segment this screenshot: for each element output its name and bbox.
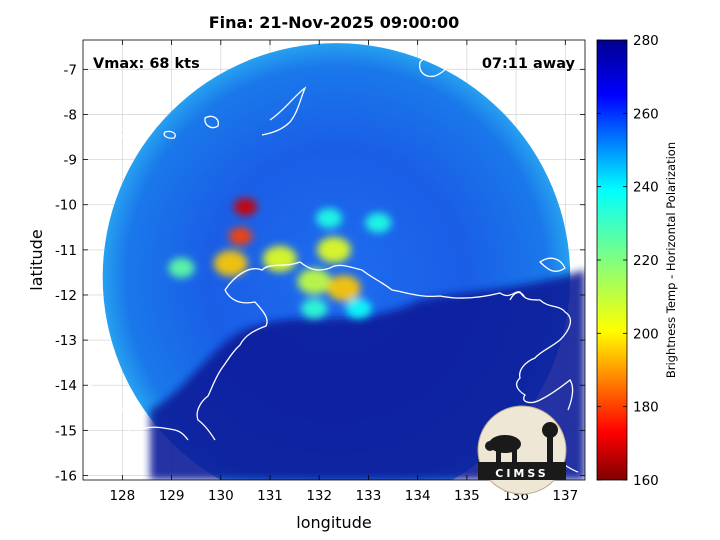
x-tick-label: 133 <box>356 488 382 504</box>
y-tick-label: -15 <box>55 423 77 439</box>
feature-point <box>365 212 392 233</box>
y-tick-label: -8 <box>64 107 77 123</box>
x-tick-label: 130 <box>208 488 234 504</box>
y-tick-label: -12 <box>55 288 77 304</box>
y-tick-label: -11 <box>55 243 77 259</box>
feature-point <box>213 250 248 277</box>
colorbar-label: Brightness Temp - Horizontal Polarizatio… <box>664 142 678 378</box>
feature-point <box>317 236 351 263</box>
x-tick-label: 137 <box>552 488 578 504</box>
y-tick-label: -14 <box>55 378 77 394</box>
y-tick-label: -10 <box>55 198 77 214</box>
land-cold-region <box>150 270 585 480</box>
time-away-annotation: 07:11 away <box>482 56 576 72</box>
feature-point <box>316 208 343 229</box>
feature-point <box>326 275 361 302</box>
feature-point <box>262 245 297 272</box>
colorbar-tick-label: 260 <box>633 106 659 122</box>
convection-features <box>168 197 392 319</box>
feature-point <box>297 268 332 295</box>
x-tick-label: 132 <box>306 488 332 504</box>
y-tick-label: -7 <box>64 62 77 78</box>
x-tick-label: 131 <box>257 488 283 504</box>
cimss-logo-text: CIMSS <box>495 467 548 480</box>
y-axis-ticks: -7 -8 -9 -10 -11 -12 -13 -14 -15 -16 <box>55 62 585 484</box>
colorbar-tick-label: 280 <box>633 33 659 49</box>
colorbar-ticks: 280 260 240 220 200 180 160 <box>597 33 659 489</box>
y-tick-label: -16 <box>55 468 77 484</box>
feature-point <box>233 197 258 216</box>
cimss-logo: CIMSS <box>477 405 567 495</box>
y-tick-label: -9 <box>64 153 77 169</box>
feature-point <box>228 227 253 246</box>
colorbar-tick-label: 240 <box>633 180 659 196</box>
x-tick-label: 129 <box>159 488 185 504</box>
y-tick-label: -13 <box>55 333 77 349</box>
colorbar-tick-label: 200 <box>633 326 659 342</box>
x-axis-ticks: 128 129 130 131 132 133 134 135 136 137 <box>109 40 578 504</box>
feature-point <box>168 257 195 278</box>
vmax-annotation: Vmax: 68 kts <box>93 56 200 72</box>
y-axis-label: latitude <box>27 229 46 290</box>
plot-frame <box>82 39 586 481</box>
feature-point <box>301 298 328 319</box>
colorbar-tick-label: 220 <box>633 253 659 269</box>
x-tick-label: 134 <box>405 488 431 504</box>
colorbar-tick-label: 180 <box>633 400 659 416</box>
chart-title: Fina: 21-Nov-2025 09:00:00 <box>209 13 460 32</box>
colorbar <box>596 39 628 481</box>
colorbar-tick-label: 160 <box>633 473 659 489</box>
feature-point <box>345 298 372 319</box>
x-tick-label: 128 <box>109 488 135 504</box>
x-axis-label: longitude <box>296 513 371 532</box>
x-tick-label: 135 <box>454 488 480 504</box>
